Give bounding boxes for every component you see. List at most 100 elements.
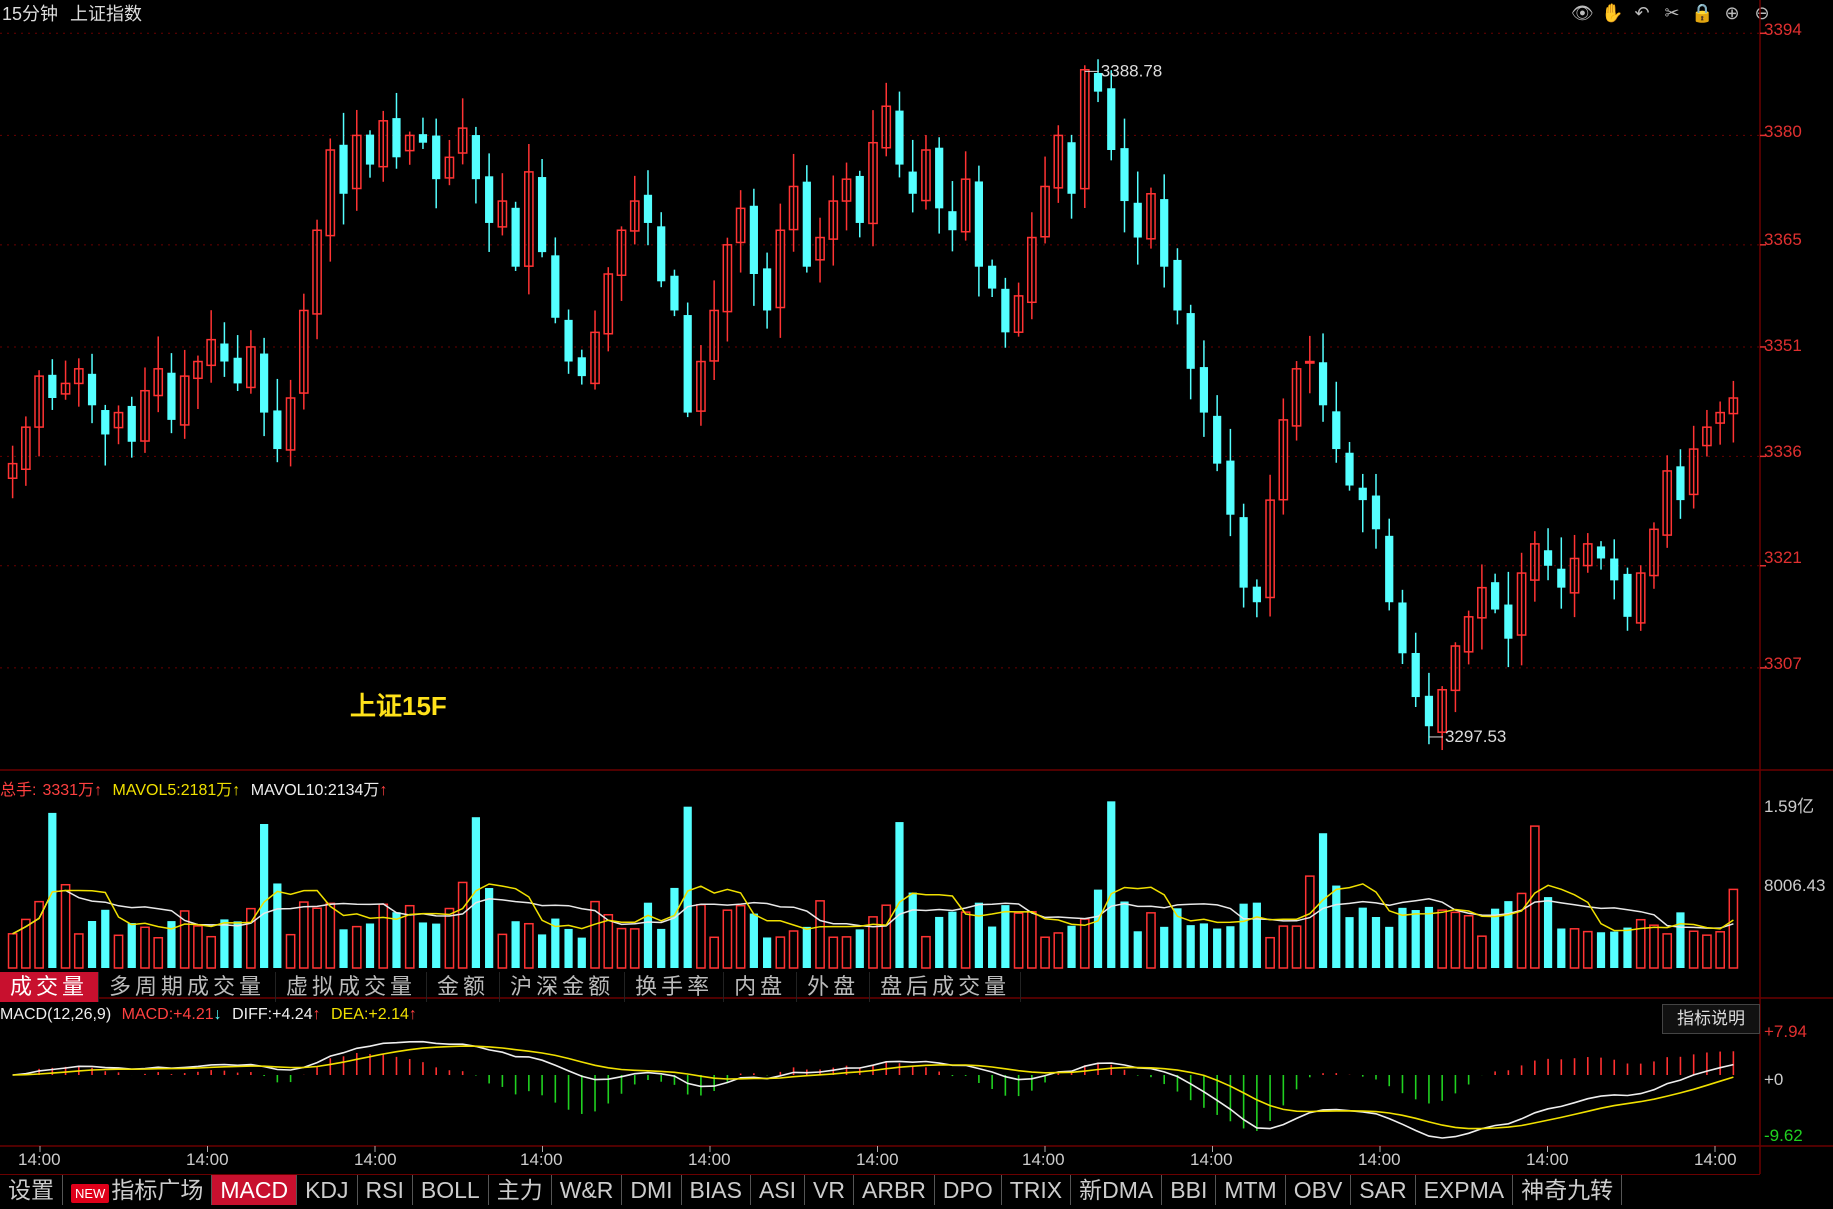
tab-wr[interactable]: W&R [552,1175,623,1205]
candle-body [1186,313,1195,369]
indicator-tabs: 设置 NEW 指标广场 MACD KDJ RSI BOLL 主力 W&R DMI … [0,1174,1760,1205]
volume-bar [471,817,481,968]
candle-body [1623,573,1632,617]
tab-dmi[interactable]: DMI [622,1175,682,1205]
volume-legend: 总手: 3331万↑ MAVOL5:2181万↑ MAVOL10:2134万↑ [0,776,393,800]
tab-trix[interactable]: TRIX [1002,1175,1072,1205]
macd-label: MACD: [121,1006,174,1023]
volume-bar [140,926,150,969]
candle-body [365,134,375,165]
candle-body [113,411,124,429]
tab-main-force[interactable]: 主力 [489,1175,552,1205]
scissors-icon[interactable]: ✂ [1664,3,1680,23]
price-tick-1: 3380 [1764,122,1802,141]
tab-outer[interactable]: 外盘 [797,972,871,1002]
lock-icon[interactable]: 🔒 [1691,3,1714,23]
tab-rsi[interactable]: RSI [358,1175,413,1205]
tab-magic-nine[interactable]: 神奇九转 [1513,1175,1623,1205]
indicator-plaza-tab[interactable]: NEW 指标广场 [63,1175,213,1205]
zoom-out-icon[interactable]: ⊖ [1754,3,1770,23]
tab-turnover[interactable]: 换手率 [625,972,725,1002]
volume-total-value: 3331万 [42,782,95,799]
volume-bar [1649,924,1659,969]
volume-bar [1715,931,1725,969]
tab-bias[interactable]: BIAS [682,1175,751,1205]
volume-bar [1120,901,1129,968]
price-tick-5: 3321 [1764,548,1802,567]
period-label[interactable]: 15分钟 [2,4,59,24]
hand-icon[interactable]: ✋ [1601,3,1624,23]
volume-bar [497,933,508,969]
volume-bar [1067,925,1076,968]
candle-body [960,178,971,233]
tab-dpo[interactable]: DPO [935,1175,1002,1205]
tab-kdj[interactable]: KDJ [297,1175,358,1205]
volume-bar [855,929,864,968]
candle-body [1728,397,1739,415]
candle-body [895,110,904,165]
tab-sh-sz-amount[interactable]: 沪深金额 [500,972,626,1002]
volume-bar [921,935,931,969]
price-tick-4: 3336 [1764,442,1802,461]
candle-body [696,360,706,412]
undo-icon[interactable]: ↶ [1634,3,1650,23]
tab-bbi[interactable]: BBI [1162,1175,1217,1205]
candle-body [1557,568,1566,588]
candle-body [7,462,18,479]
candle-body [140,389,150,442]
volume-bar [101,909,110,968]
indicator-explain-button[interactable]: 指标说明 [1662,1004,1760,1034]
candle-body [485,176,494,223]
diff-value: +4.24 [272,1006,313,1023]
volume-bar [365,923,375,968]
macd-diff-line [12,1040,1734,1139]
tab-obv[interactable]: OBV [1286,1175,1352,1205]
tab-virtual-volume[interactable]: 虚拟成交量 [276,972,428,1002]
tab-vr[interactable]: VR [805,1175,854,1205]
tab-inner[interactable]: 内盘 [724,972,798,1002]
volume-bar [60,883,71,969]
tab-amount[interactable]: 金额 [427,972,501,1002]
tab-sar[interactable]: SAR [1351,1175,1416,1205]
volume-bar [881,904,892,969]
price-tick-3: 3351 [1764,336,1802,355]
volume-bar [788,930,799,969]
candle-body [73,368,84,385]
candle-body [1715,411,1725,424]
volume-axis-mid: 8006.43 [1764,876,1826,895]
volume-bar [523,922,534,969]
candle-body [1491,582,1500,610]
candle-body [444,156,455,179]
candle-body [418,134,428,143]
candle-body [1079,69,1090,190]
volume-bar [828,936,839,969]
volume-bar [285,933,296,969]
dea-arrow: ↑ [408,1006,417,1023]
volume-bar [1278,925,1289,969]
tab-asi[interactable]: ASI [751,1175,806,1205]
candle-body [881,105,892,149]
volume-bar [1728,888,1739,969]
eye-icon[interactable]: 👁 [1571,3,1594,23]
x-label-5: 14:00 [856,1150,899,1169]
candle-body [1688,448,1699,496]
volume-bar [325,902,336,969]
zoom-in-icon[interactable]: ⊕ [1724,3,1740,23]
tab-new-dma[interactable]: 新DMA [1071,1175,1163,1205]
tab-arbr[interactable]: ARBR [854,1175,935,1205]
volume-bar [551,918,560,968]
candle-body [564,319,573,362]
tab-expma[interactable]: EXPMA [1416,1175,1514,1205]
volume-bar [1213,928,1222,968]
tab-after-hours-volume[interactable]: 盘后成交量 [870,972,1022,1002]
tab-volume[interactable]: 成交量 [0,972,100,1002]
candle-body [1411,652,1420,698]
settings-tab[interactable]: 设置 [0,1175,63,1205]
tab-multi-period-volume[interactable]: 多周期成交量 [99,972,277,1002]
tab-boll[interactable]: BOLL [413,1175,489,1205]
tab-mtm[interactable]: MTM [1216,1175,1286,1205]
candle-body [1133,202,1142,238]
tab-macd[interactable]: MACD [212,1175,298,1205]
candle-body [841,178,852,202]
